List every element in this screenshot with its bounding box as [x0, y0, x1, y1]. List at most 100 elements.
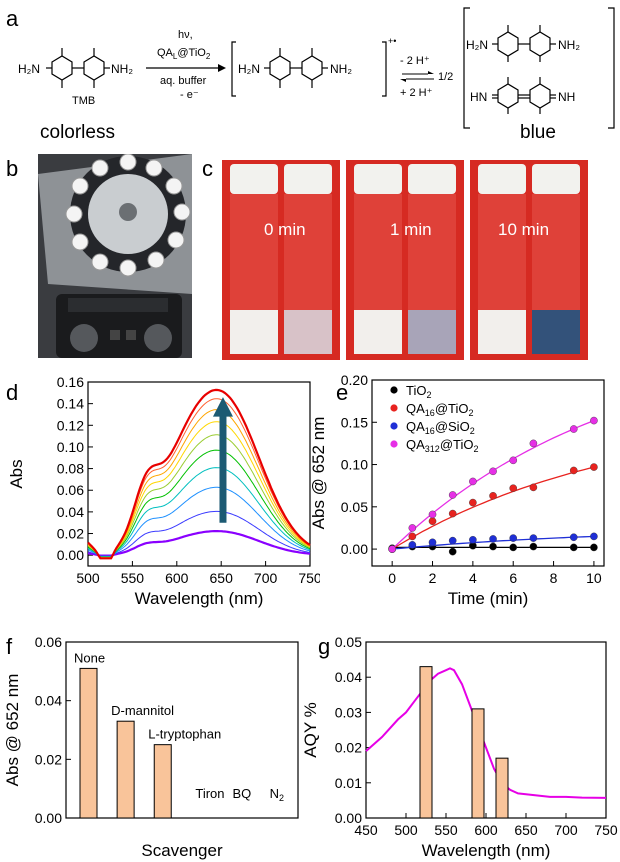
chart-f-ytick-label: 0.02: [35, 751, 62, 767]
chart-f-ytick-label: 0.04: [35, 693, 62, 709]
chart-e-data-point: [590, 463, 598, 471]
chart-f-bar: [79, 667, 98, 819]
chart-d-arrow-head: [212, 397, 233, 417]
chart-d-spectrum-line: [87, 467, 311, 558]
chart-e-data-point: [448, 547, 457, 556]
chart-d-ytick-label: 0.16: [57, 374, 84, 390]
chart-f-bar-label: Tiron: [195, 786, 224, 801]
chart-d-xlabel: Wavelength (nm): [135, 589, 264, 608]
chart-e-data-point: [590, 543, 598, 552]
chart-f-bar-label: BQ: [232, 786, 251, 801]
chart-d-spectrum-line: [87, 510, 311, 557]
diimine-nh: NH: [558, 90, 575, 104]
chart-e-data-point: [489, 535, 497, 543]
chart-f-bar-label: N2: [270, 786, 284, 803]
arrow-buffer: aq. buffer: [160, 75, 207, 87]
chart-e-data-point: [388, 545, 396, 553]
photoreactor-photo: [38, 154, 192, 358]
vial-label-0min: 0 min: [264, 220, 306, 239]
chart-e-data-point: [529, 439, 538, 448]
chart-e-ylabel: Abs @ 652 nm: [310, 417, 328, 530]
chart-d-ytick-label: 0.14: [57, 396, 84, 412]
chart-d-ytick-label: 0.02: [57, 526, 84, 542]
chart-d-ytick-label: 0.10: [57, 439, 84, 455]
chart-d-ytick-label: 0.08: [57, 461, 84, 477]
chart-e-legend-entry: QA312@TiO2: [406, 437, 479, 454]
chart-g-absorption-line: [365, 667, 607, 799]
chart-d-ytick-label: 0.06: [57, 482, 84, 498]
chart-d-xtick-label: 600: [165, 570, 189, 586]
chart-e-data-point: [509, 534, 518, 542]
chart-e-ytick-label: 0.00: [341, 541, 368, 557]
chart-e-data-point: [569, 543, 578, 552]
chart-d-spectrum-line: [87, 421, 311, 559]
panel-label-d: d: [6, 380, 19, 405]
chart-f-xlabel: Scavenger: [141, 841, 223, 860]
chart-e-data-point: [489, 542, 497, 551]
chart-e-data-point: [408, 541, 417, 549]
chart-e-data-point: [469, 477, 477, 486]
chart-e-data-point: [529, 542, 538, 551]
chart-g-ytick-label: 0.04: [335, 669, 362, 685]
half: 1/2: [438, 71, 453, 83]
chart-e-data-point: [428, 517, 437, 525]
colorless-label: colorless: [40, 122, 115, 143]
chart-d-ylabel: Abs: [7, 459, 26, 488]
vials-photo-1min: 1 min: [346, 160, 464, 360]
chart-f-scavenger-bars: 0.00 0.02 0.04 0.06 Scavenger Abs @ 652 nm Non…: [3, 634, 299, 860]
chart-e-data-point: [509, 484, 518, 493]
chart-d-spectrum-line: [87, 398, 311, 559]
chart-e-xlabel: Time (min): [448, 589, 529, 608]
tmb-nh2: NH₂: [111, 62, 133, 76]
chart-g-frame: [365, 641, 607, 819]
panel-label-b: b: [6, 156, 19, 181]
chart-g-xtick-label: 600: [474, 822, 498, 838]
chart-d-spectrum-line: [87, 486, 311, 557]
chart-e-legend-marker: [390, 386, 398, 394]
chart-d-ytick-label: 0.00: [57, 547, 84, 563]
chart-d-xtick-label: 700: [254, 570, 278, 586]
tmb-molecule: [46, 48, 110, 88]
chart-d-spectrum-line: [87, 388, 311, 560]
panel-label-e: e: [336, 380, 349, 405]
eq-plus-h: + 2 H⁺: [400, 87, 433, 99]
chart-e-legend-marker: [390, 404, 398, 412]
chart-g-aqy: 450 500 550 600 650 700 750 0.00 0.01 0.02 0.03 0.0…: [301, 634, 618, 860]
eq-minus-h: - 2 H⁺: [400, 55, 430, 67]
chart-e-data-point: [448, 491, 457, 499]
arrow-electron: - e⁻: [180, 89, 199, 101]
chart-e-data-point: [408, 524, 417, 532]
chart-e-xtick-label: 6: [509, 570, 517, 586]
chart-d-spectrum-line: [87, 409, 311, 559]
dimer-h2n: H₂N: [466, 38, 488, 52]
panel-label-a: a: [6, 6, 19, 31]
chart-d-spectrum-line: [87, 434, 311, 558]
chart-e-legend-marker: [390, 440, 398, 448]
chart-e-xtick-label: 2: [429, 570, 437, 586]
chart-g-xtick-label: 500: [394, 822, 418, 838]
chart-f-bar: [116, 720, 135, 819]
arrow-catalyst: QAL@TiO2: [157, 47, 211, 61]
chart-g-ytick-label: 0.03: [335, 704, 362, 720]
panel-label-c: c: [202, 156, 213, 181]
chart-g-xtick-label: 550: [434, 822, 458, 838]
chart-g-xlabel: Wavelength (nm): [422, 841, 551, 860]
chart-e-data-point: [529, 534, 538, 542]
chart-g-ytick-label: 0.02: [335, 740, 362, 756]
chart-f-bar-label: D-mannitol: [111, 703, 174, 718]
chart-e-data-point: [590, 416, 598, 425]
chart-e-kinetics: 0 2 4 6 8 10 0.00 0.05 0.10 0.15 0.20 Time (min) Abs…: [310, 372, 605, 608]
chart-d-xtick-label: 750: [298, 570, 320, 586]
chart-f-ytick-label: 0.00: [35, 810, 62, 826]
panel-label-g: g: [318, 634, 331, 659]
chart-e-legend-marker: [390, 422, 398, 430]
chart-g-xtick-label: 700: [554, 822, 578, 838]
chart-e-data-point: [428, 510, 437, 519]
chart-e-ytick-label: 0.15: [341, 414, 368, 430]
chart-e-data-point: [569, 466, 578, 475]
chart-d-xtick-label: 500: [76, 570, 100, 586]
chart-e-data-point: [509, 543, 518, 552]
chart-e-data-point: [448, 509, 457, 518]
chart-e-data-point: [529, 483, 538, 492]
chart-e-data-point: [489, 492, 497, 500]
